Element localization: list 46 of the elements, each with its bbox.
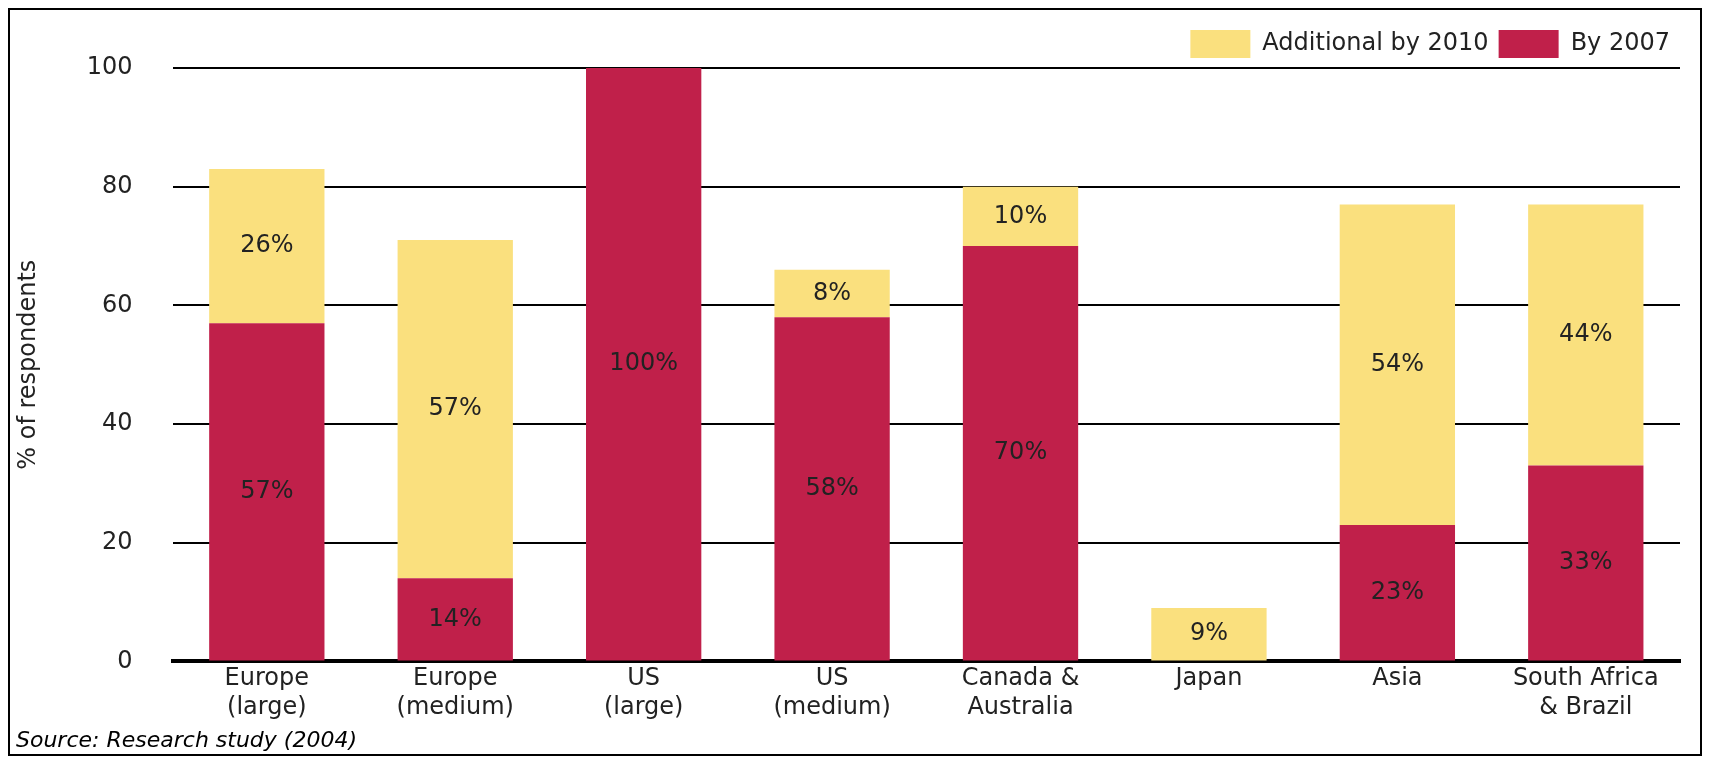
bar [774,317,890,661]
bar [586,68,702,661]
x-tick-label: Asia [1372,663,1423,692]
bar [1528,465,1644,661]
x-tick-label: US (medium) [773,663,891,720]
bar [962,186,1079,247]
x-tick-label: Europe (large) [224,663,310,720]
data-label: 70% [993,437,1048,466]
y-axis-title: % of respondents [12,259,41,470]
bar [1339,204,1456,525]
x-tick-label: Japan [1173,663,1243,692]
bar [209,168,325,324]
bar [774,269,890,318]
data-label: 100% [609,348,678,377]
bar [1528,204,1644,466]
data-label: 14% [428,603,482,632]
data-label: 10% [993,200,1048,229]
bar [1151,607,1267,661]
bar [397,240,513,579]
y-tick-label: 80 [102,170,133,199]
data-label: 58% [805,473,859,502]
source-note: Source: Research study (2004) [15,726,358,754]
bar [397,578,513,661]
legend-label: Additional by 2010 [1262,28,1489,57]
x-tick-label: Canada & Australia [961,663,1080,720]
data-label: 54% [1370,348,1425,377]
data-label: 57% [240,476,294,505]
y-tick-label: 100 [86,52,133,81]
data-label: 33% [1559,547,1613,576]
data-label: 23% [1370,576,1425,605]
data-label: 57% [428,393,482,422]
bar [209,323,325,661]
x-tick-label: US (large) [603,663,684,720]
y-tick-label: 40 [102,408,133,437]
bar [1339,524,1456,661]
y-tick-label: 60 [102,289,133,318]
data-label: 26% [240,230,294,259]
x-tick-label: Europe (medium) [396,663,514,720]
bar [962,246,1079,661]
data-label: 44% [1559,319,1613,348]
x-tick-label: South Africa & Brazil [1512,663,1659,720]
y-tick-label: 20 [102,526,133,555]
y-tick-label: 0 [117,645,133,674]
data-label: 9% [1189,618,1228,647]
legend-label: By 2007 [1570,28,1670,57]
data-label: 8% [813,277,852,306]
